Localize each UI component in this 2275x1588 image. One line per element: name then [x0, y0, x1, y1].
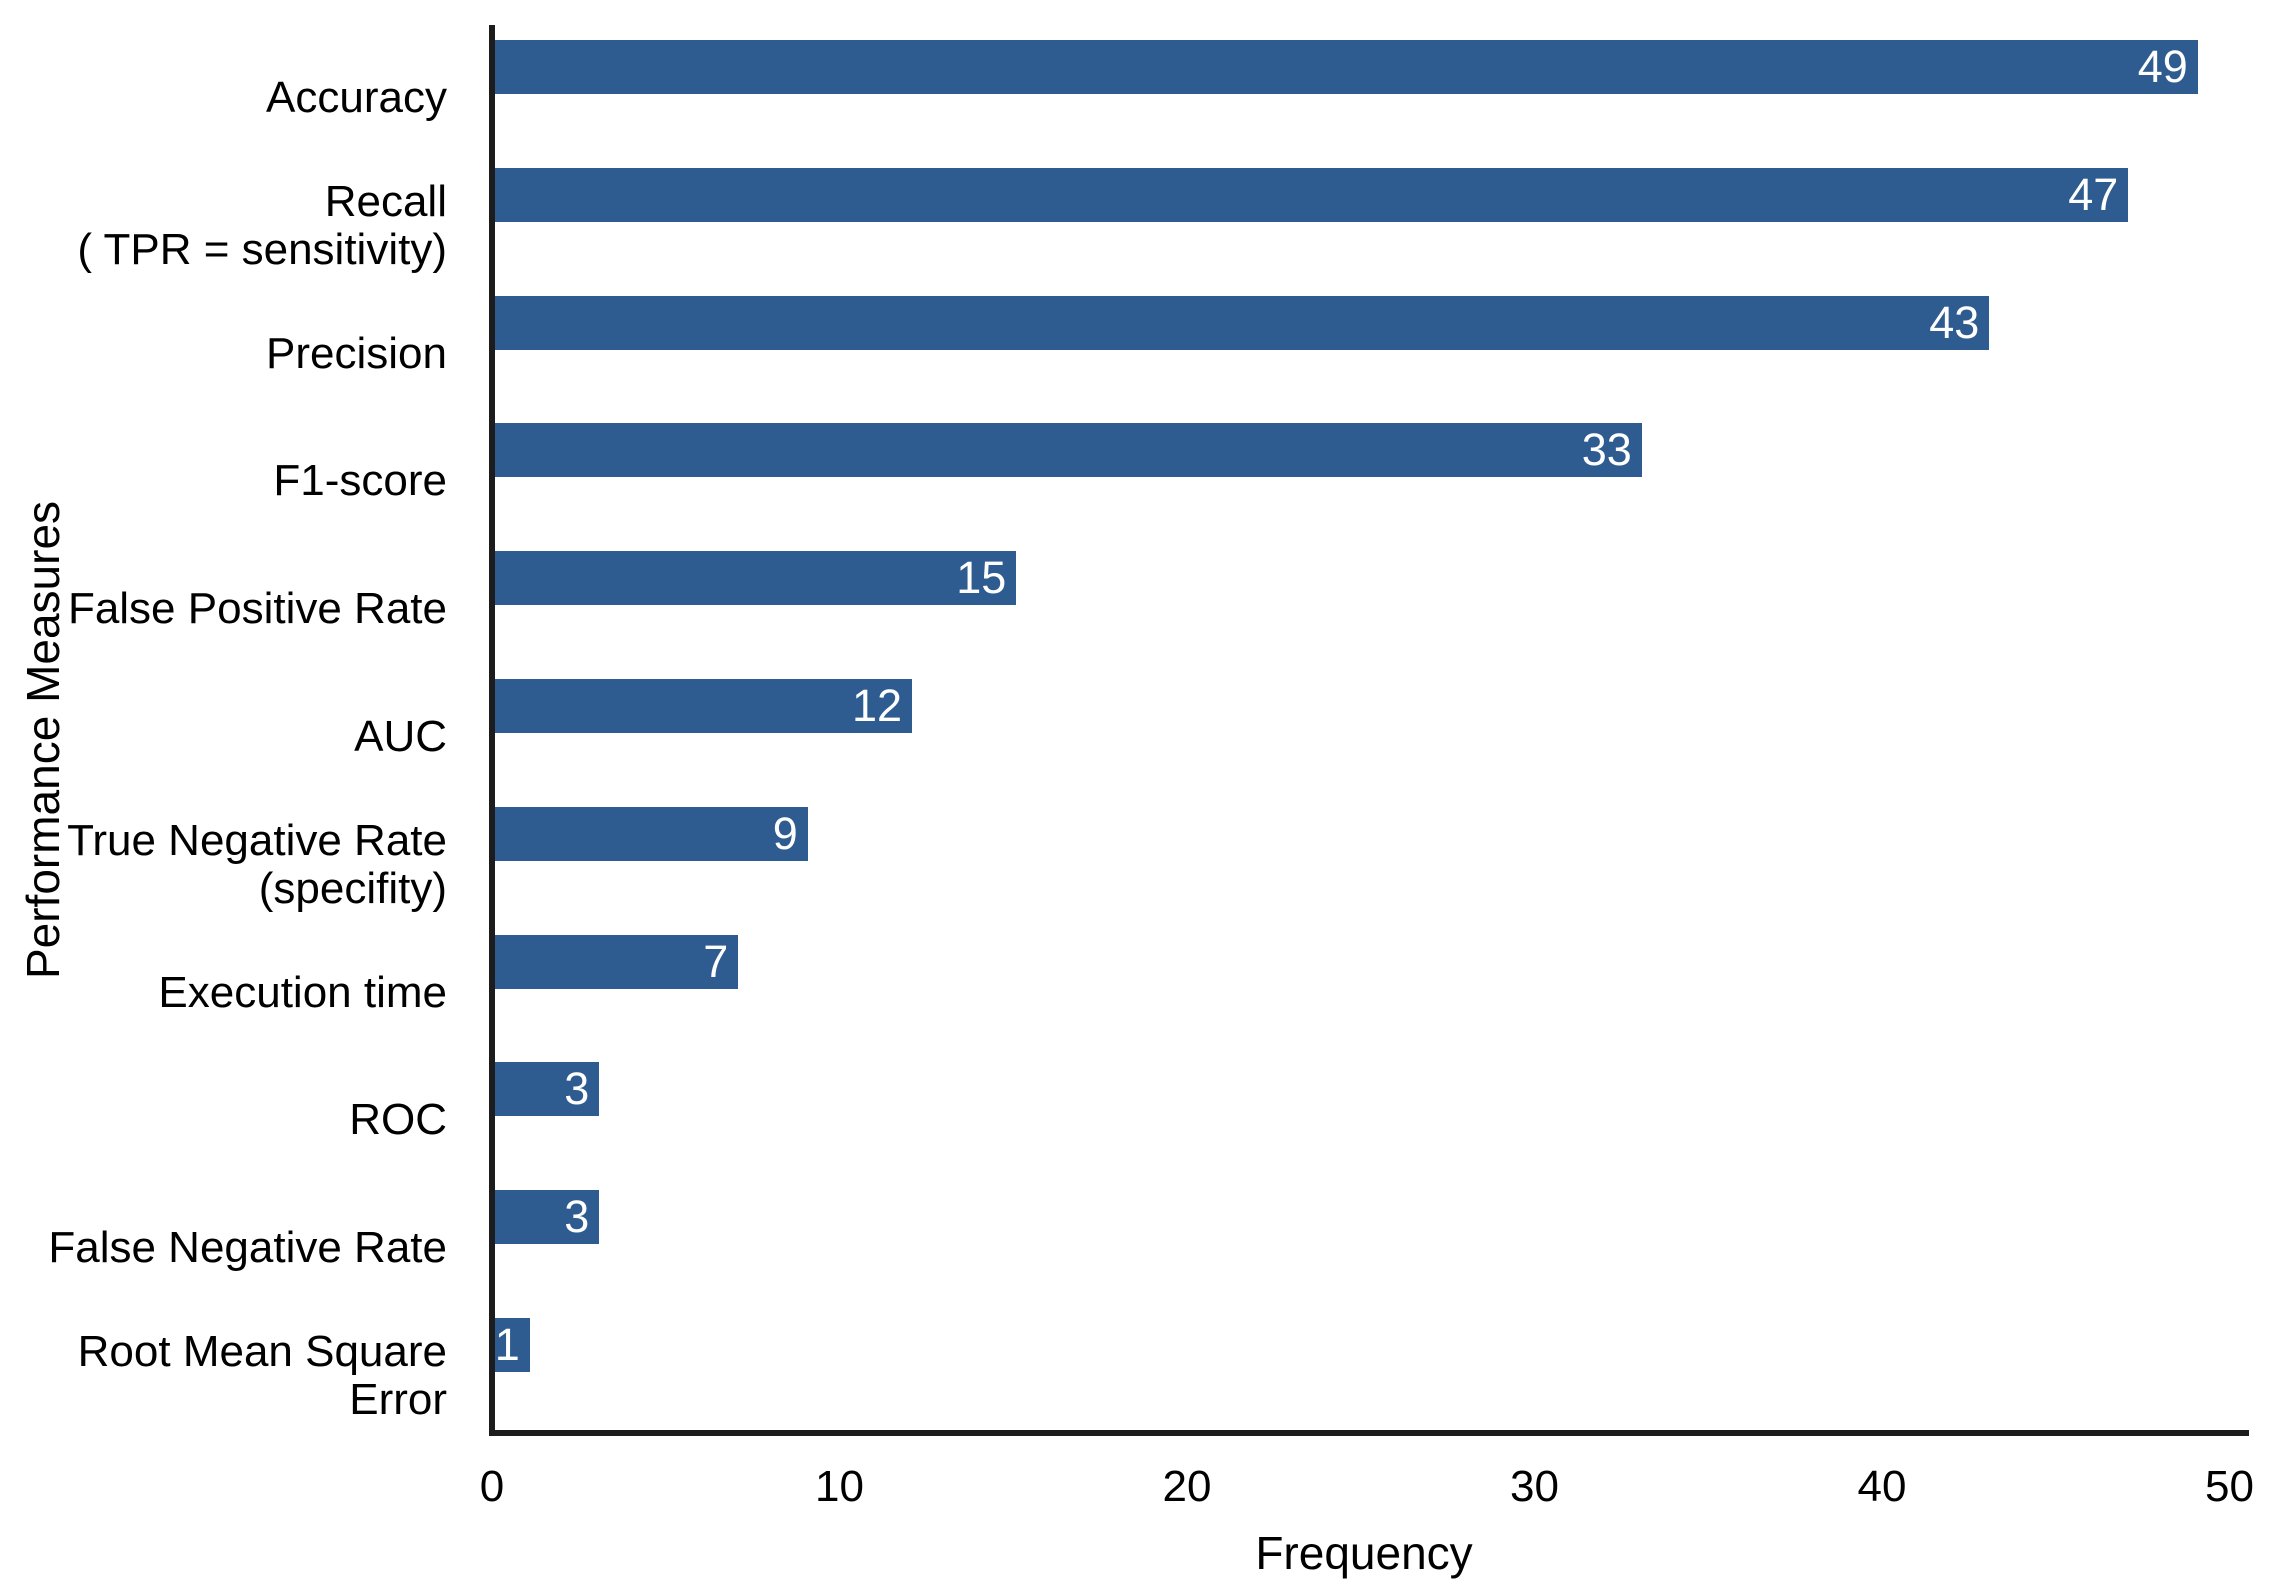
bar-value-label: 12: [851, 680, 902, 731]
bar-value-label: 49: [2137, 41, 2188, 92]
bar-value-label: 3: [564, 1191, 590, 1243]
bar-accuracy: 49: [495, 40, 2198, 94]
y-axis-line: [489, 25, 495, 1436]
bar-auc: 12: [495, 679, 912, 733]
category-label-line: Accuracy: [266, 73, 447, 122]
category-label-line: True Negative Rate: [67, 815, 447, 865]
category-label-line: Execution time: [158, 967, 447, 1017]
bar-value-label: 1: [494, 1319, 520, 1370]
category-label: F1-score: [0, 457, 447, 505]
bar-value-label: 47: [2068, 168, 2119, 220]
x-tick-label: 0: [479, 1462, 505, 1511]
bar-value-label: 15: [956, 552, 1007, 604]
category-label-line: ( TPR = sensitivity): [77, 224, 447, 274]
bar-precision: 43: [495, 295, 1990, 350]
bar-false-negative-rate: 3: [495, 1190, 600, 1245]
category-label-line: AUC: [354, 712, 447, 761]
bar-value-label: 3: [564, 1063, 590, 1115]
bar-value-label: 7: [703, 935, 729, 987]
bar-value-label: 43: [1929, 296, 1980, 348]
category-label: False Positive Rate: [0, 585, 447, 633]
bar-root-mean-square-error: 1: [495, 1318, 530, 1372]
bar-true-negative-rate-specifity: 9: [495, 806, 808, 861]
x-tick-label: 20: [1162, 1462, 1212, 1511]
category-label: ROC: [0, 1096, 447, 1144]
bar-f1-score: 33: [495, 423, 1642, 478]
category-label-line: Precision: [266, 328, 447, 378]
category-label: Accuracy: [0, 74, 447, 122]
x-tick-label: 30: [1510, 1462, 1559, 1511]
category-label-line: F1-score: [273, 456, 447, 506]
category-label: Execution time: [0, 967, 447, 1017]
bar-roc: 3: [495, 1062, 600, 1117]
bar-false-positive-rate: 15: [495, 551, 1017, 606]
category-label: Root Mean Square Error: [0, 1328, 447, 1424]
category-label: True Negative Rate (specifity): [0, 815, 447, 913]
category-label-line: Recall: [324, 176, 447, 226]
category-label: AUC: [0, 713, 447, 761]
category-label-line: False Positive Rate: [67, 584, 447, 634]
bar-value-label: 33: [1581, 424, 1632, 476]
x-axis-line: [489, 1430, 2249, 1436]
category-label-line: False Negative Rate: [48, 1223, 447, 1273]
x-axis-title: Frequency: [1255, 1527, 1473, 1579]
category-label-line: Error: [349, 1375, 447, 1424]
category-label: Precision: [0, 328, 447, 378]
category-label-line: (specifity): [258, 863, 447, 913]
category-label-line: ROC: [349, 1095, 447, 1145]
bar-recall-tpr-sensitivity: 47: [495, 167, 2129, 222]
category-label: Recall( TPR = sensitivity): [0, 176, 447, 274]
category-label-line: Root Mean Square: [77, 1327, 447, 1376]
bar-execution-time: 7: [495, 934, 739, 989]
x-tick-label: 50: [2205, 1462, 2254, 1511]
bar-value-label: 9: [772, 807, 798, 859]
x-tick-label: 10: [815, 1462, 864, 1511]
x-tick-label: 40: [1857, 1462, 1907, 1511]
category-label: False Negative Rate: [0, 1224, 447, 1272]
